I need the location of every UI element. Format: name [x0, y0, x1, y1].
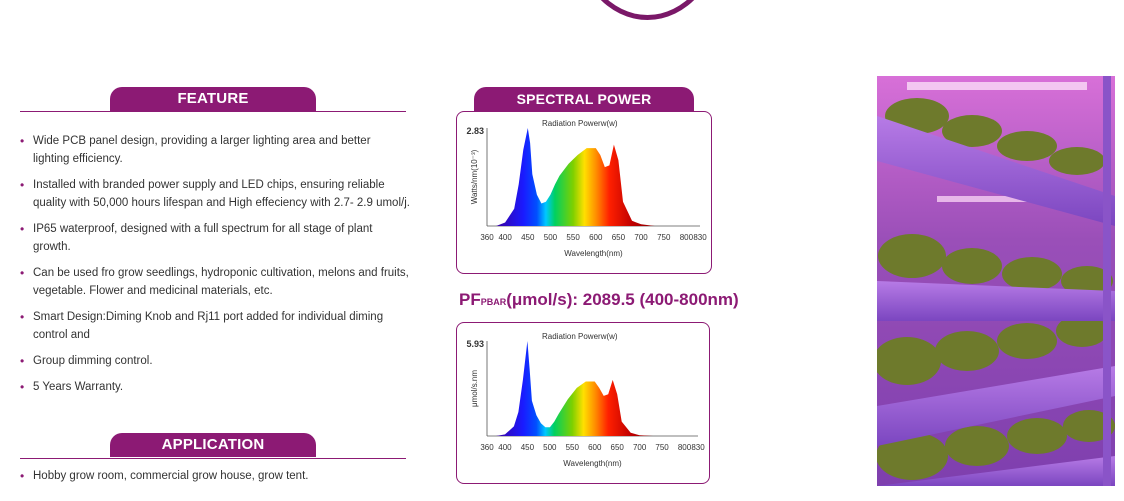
feature-divider — [20, 111, 406, 112]
x-tick-label: 450 — [521, 233, 535, 242]
y-max-label: 2.83 — [466, 126, 484, 136]
spd-heading: SPECTRAL POWER DISTRIBUTION — [474, 87, 694, 131]
x-tick-label: 500 — [544, 233, 558, 242]
spd-chart-watts-svg: Radiation Powerw(w) 2.83 Watts/nm(10⁻³) 360… — [466, 119, 707, 258]
x-tick-label: 700 — [633, 443, 647, 452]
x-tick-label: 500 — [543, 443, 557, 452]
list-item: Can be used fro grow seedlings, hydropon… — [20, 264, 410, 300]
list-item: 5 Years Warranty. — [20, 378, 410, 396]
x-tick-label: 800 — [678, 443, 692, 452]
y-axis-label: μmol/s.nm — [470, 370, 479, 407]
chart-title: Radiation Powerw(w) — [542, 119, 618, 128]
x-axis-label: Wavelength(nm) — [563, 459, 622, 468]
x-tick-label: 400 — [498, 443, 512, 452]
list-item: Installed with branded power supply and … — [20, 176, 410, 212]
feature-heading: FEATURE — [110, 87, 316, 111]
spd-chart-watts: Radiation Powerw(w) 2.83 Watts/nm(10⁻³) 360… — [456, 111, 712, 274]
application-divider — [20, 458, 406, 459]
x-tick-label: 550 — [566, 443, 580, 452]
list-item: IP65 waterproof, designed with a full sp… — [20, 220, 410, 256]
x-axis-label: Wavelength(nm) — [564, 249, 623, 258]
grow-rack-photo-svg — [877, 76, 1115, 486]
y-axis-label: Watts/nm(10⁻³) — [470, 149, 479, 204]
x-tick-label: 750 — [655, 443, 669, 452]
spectrum-area — [496, 128, 655, 226]
feature-list: Wide PCB panel design, providing a large… — [20, 132, 410, 404]
x-tick-label: 360 — [480, 443, 494, 452]
list-item: Smart Design:Diming Knob and Rj11 port a… — [20, 308, 410, 344]
list-item: Hobby grow room, commercial grow house, … — [20, 467, 410, 485]
x-tick-label: 750 — [657, 233, 671, 242]
x-tick-label: 830 — [691, 443, 705, 452]
y-max-label: 5.93 — [466, 339, 484, 349]
x-tick-label: 600 — [588, 443, 602, 452]
x-tick-label: 550 — [566, 233, 580, 242]
x-tick-label: 450 — [521, 443, 535, 452]
list-item: Group dimming control. — [20, 352, 410, 370]
spectrum-area — [495, 341, 654, 436]
x-tick-label: 700 — [634, 233, 648, 242]
x-tick-label: 650 — [611, 443, 625, 452]
x-tick-label: 600 — [589, 233, 603, 242]
x-tick-label: 360 — [480, 233, 494, 242]
x-tick-label: 830 — [693, 233, 707, 242]
x-tick-label: 400 — [498, 233, 512, 242]
logo-arc — [575, 0, 720, 20]
application-heading: APPLICATION — [110, 433, 316, 457]
grow-rack-photo — [877, 76, 1115, 486]
spd-chart-umol: Radiation Powerw(w) 5.93 μmol/s.nm 360 400 45… — [456, 322, 710, 484]
ppf-value: PFPBAR(μmol/s): 2089.5 (400-800nm) — [459, 290, 739, 309]
application-list: Hobby grow room, commercial grow house, … — [20, 467, 410, 493]
spd-chart-umol-svg: Radiation Powerw(w) 5.93 μmol/s.nm 360 400 45… — [466, 332, 705, 468]
x-tick-label: 800 — [680, 233, 694, 242]
list-item: Wide PCB panel design, providing a large… — [20, 132, 410, 168]
x-tick-label: 650 — [612, 233, 626, 242]
chart-title: Radiation Powerw(w) — [542, 332, 618, 341]
